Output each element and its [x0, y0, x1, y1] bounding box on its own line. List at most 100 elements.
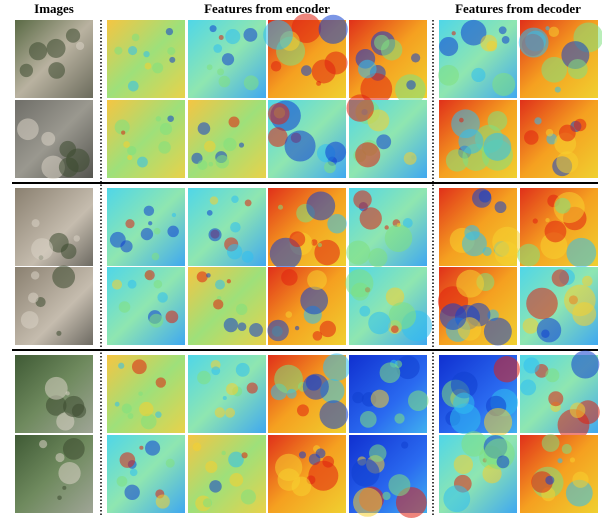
texture	[325, 141, 347, 163]
texture	[284, 130, 316, 162]
texture	[492, 72, 516, 96]
texture	[298, 451, 307, 459]
texture	[63, 395, 85, 418]
texture	[52, 265, 76, 289]
texture	[31, 238, 54, 261]
texture	[285, 311, 293, 318]
texture	[223, 137, 237, 152]
texture	[359, 411, 377, 428]
texture	[28, 42, 48, 61]
texture	[111, 279, 123, 290]
texture	[370, 389, 389, 408]
texture	[123, 141, 131, 148]
texture	[155, 494, 170, 509]
photo	[15, 20, 93, 98]
texture	[165, 458, 175, 468]
texture	[573, 118, 587, 132]
texture	[483, 317, 512, 346]
texture	[380, 39, 403, 61]
texture	[167, 115, 174, 122]
texture	[312, 330, 323, 341]
texture	[56, 330, 62, 336]
texture	[138, 391, 143, 396]
texture	[369, 444, 387, 462]
texture	[267, 102, 290, 125]
texture	[246, 382, 258, 394]
texture	[311, 239, 318, 246]
texture	[314, 239, 340, 266]
feature-map	[107, 267, 185, 345]
texture	[305, 374, 322, 391]
texture	[159, 122, 173, 136]
texture	[153, 227, 161, 235]
texture	[144, 62, 152, 70]
texture	[572, 302, 597, 326]
texture	[548, 26, 560, 38]
texture	[206, 210, 213, 216]
texture	[218, 35, 224, 40]
feature-map	[188, 188, 266, 266]
texture	[439, 303, 467, 330]
texture	[382, 491, 391, 501]
texture	[171, 212, 177, 218]
texture	[411, 53, 421, 63]
texture	[551, 269, 570, 287]
texture	[235, 362, 250, 377]
texture	[243, 75, 259, 91]
texture	[524, 130, 539, 145]
texture	[127, 279, 137, 289]
texture	[322, 353, 351, 381]
texture	[396, 355, 420, 380]
texture	[231, 195, 239, 203]
texture	[229, 472, 244, 487]
texture	[206, 273, 211, 278]
texture	[27, 292, 39, 303]
texture	[197, 160, 208, 171]
texture	[165, 310, 179, 324]
texture	[353, 190, 372, 209]
texture	[121, 403, 132, 414]
texture	[228, 116, 240, 128]
texture	[143, 50, 150, 58]
texture	[277, 204, 284, 210]
texture	[127, 80, 139, 92]
texture	[518, 27, 549, 58]
texture	[523, 357, 540, 374]
texture	[385, 287, 405, 306]
texture	[438, 64, 459, 86]
texture	[367, 109, 390, 132]
texture	[158, 141, 171, 154]
texture	[213, 299, 224, 310]
texture	[127, 154, 133, 161]
texture	[228, 451, 244, 468]
texture	[196, 271, 208, 283]
texture	[451, 31, 456, 36]
texture	[222, 395, 227, 401]
texture	[316, 80, 322, 86]
texture	[75, 41, 85, 51]
texture	[352, 391, 364, 404]
texture	[456, 269, 485, 298]
texture	[167, 47, 176, 56]
texture	[318, 14, 348, 44]
texture	[45, 395, 67, 416]
texture	[165, 27, 174, 36]
texture	[19, 63, 34, 78]
texture	[153, 279, 163, 289]
texture	[131, 359, 147, 375]
texture	[296, 404, 309, 417]
texture	[57, 495, 62, 501]
texture	[319, 400, 349, 429]
texture	[460, 19, 487, 46]
texture	[209, 196, 219, 205]
texture	[545, 128, 554, 137]
texture	[167, 225, 179, 238]
texture	[565, 479, 593, 507]
texture	[129, 468, 138, 477]
texture	[44, 376, 68, 400]
texture	[483, 132, 512, 161]
texture	[289, 231, 306, 248]
texture	[494, 201, 507, 214]
texture	[17, 118, 39, 141]
texture	[545, 475, 555, 485]
